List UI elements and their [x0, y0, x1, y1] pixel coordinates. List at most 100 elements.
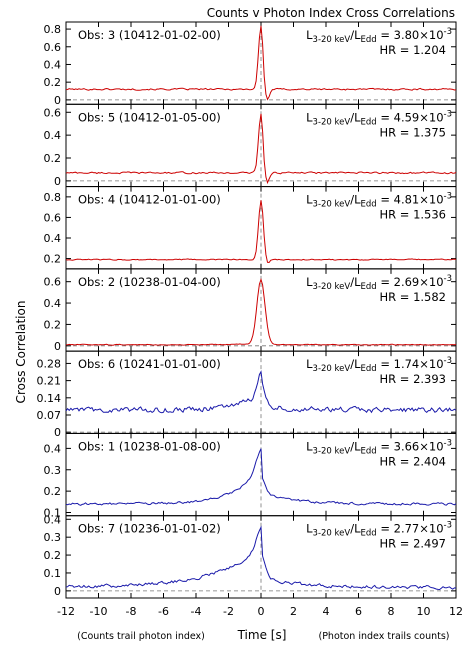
series-line [65, 370, 457, 414]
luminosity-text: = 1.74×10 [377, 357, 444, 371]
luminosity-text: /L [350, 110, 361, 124]
y-tick-label: 0.2 [44, 152, 62, 165]
luminosity-text: /L [350, 439, 361, 453]
y-tick-label: 0.3 [44, 531, 62, 544]
luminosity-sub: 3-20 keV [313, 364, 351, 374]
luminosity-text: L [306, 193, 313, 207]
luminosity-text: L [306, 110, 313, 124]
panel-7: 0 0.1 0.2 0.3 0.4 Obs: 7 (10236-01-01-02) L3-2… [44, 513, 457, 599]
y-tick-label: 0.8 [44, 23, 62, 36]
luminosity-sub: 3-20 keV [313, 117, 351, 127]
luminosity-text: /L [350, 357, 361, 371]
luminosity-sub: 3-20 keV [313, 200, 351, 210]
y-tick-label: 0.4 [44, 232, 62, 245]
x-tick-label: 8 [388, 605, 395, 618]
y-tick-label: 0.2 [44, 318, 62, 331]
series-line [65, 25, 457, 101]
series-line [65, 200, 457, 264]
obs-label: Obs: 3 (10412-01-02-00) [78, 28, 221, 42]
y-tick-label: 0 [54, 585, 61, 598]
obs-label: Obs: 2 (10238-01-04-00) [78, 275, 221, 289]
obs-label: Obs: 1 (10238-01-08-00) [78, 439, 221, 453]
y-tick-label: 0.14 [37, 392, 62, 405]
y-tick-label: 0.4 [44, 129, 62, 142]
y-tick-label: 0.6 [44, 41, 62, 54]
y-tick-label: 0.4 [44, 442, 62, 455]
luminosity-sup: -3 [444, 192, 452, 202]
hr-label: HR = 2.404 [379, 454, 446, 468]
luminosity-label: L3-20 keV/LEdd = 3.80×10-3 [306, 27, 452, 45]
hr-label: HR = 2.393 [379, 372, 446, 386]
y-tick-label: 0 [54, 340, 61, 353]
x-tick-label: 6 [355, 605, 362, 618]
y-tick-label: 0.2 [44, 549, 62, 562]
luminosity-text: /L [350, 28, 361, 42]
hr-label: HR = 2.497 [379, 537, 446, 551]
luminosity-text: L [306, 357, 313, 371]
x-tick-label: 12 [449, 605, 463, 618]
obs-label: Obs: 4 (10412-01-01-00) [78, 193, 221, 207]
luminosity-sub: Edd [361, 282, 377, 292]
panels: 00.20.40.60.8 Obs: 3 (10412-01-02-00) L3-2… [37, 21, 463, 618]
luminosity-label: L3-20 keV/LEdd = 4.59×10-3 [306, 109, 452, 127]
luminosity-text: = 3.80×10 [377, 28, 444, 42]
luminosity-sub: Edd [361, 446, 377, 456]
x-axis-note-right: (Photon index trails counts) [318, 631, 449, 642]
x-tick-label: 4 [323, 605, 330, 618]
luminosity-sup: -3 [444, 274, 452, 284]
x-tick-label: 10 [417, 605, 431, 618]
luminosity-label: L3-20 keV/LEdd = 1.74×10-3 [306, 356, 452, 374]
y-tick-label: 0.6 [44, 211, 62, 224]
y-tick-label: 0.4 [44, 513, 62, 526]
obs-label: Obs: 6 (10241-01-01-00) [78, 357, 221, 371]
luminosity-sub: Edd [361, 200, 377, 210]
y-tick-label: 0.2 [44, 485, 62, 498]
luminosity-sup: -3 [444, 356, 452, 366]
y-tick-label: 0.21 [37, 375, 62, 388]
panel-2: 0 0.2 0.4 0.6 Obs: 5 (10412-01-05-00) L3-20 k… [44, 103, 457, 188]
series-line [65, 113, 457, 185]
panel-5: 0 0.07 0.14 0.21 0.28 Obs: 6 (10241-01-01-00)… [37, 350, 457, 439]
y-tick-label: 0.07 [37, 409, 62, 422]
luminosity-sup: -3 [444, 521, 452, 531]
luminosity-sub: 3-20 keV [313, 529, 351, 539]
luminosity-text: L [306, 522, 313, 536]
x-tick-label: -12 [57, 605, 75, 618]
x-axis-label: Time [s] [237, 628, 287, 642]
x-axis-note-left: (Counts trail photon index) [77, 631, 205, 642]
x-tick-label: 2 [290, 605, 297, 618]
panel-6: 0.1 0.2 0.3 0.4 Obs: 1 (10238-01-08-00) L3-20… [44, 432, 457, 520]
luminosity-sup: -3 [444, 109, 452, 119]
y-tick-label: 0 [54, 94, 61, 107]
hr-label: HR = 1.582 [379, 290, 446, 304]
y-tick-label: 0 [54, 426, 61, 439]
luminosity-label: L3-20 keV/LEdd = 2.77×10-3 [306, 521, 452, 539]
y-tick-label: 0.28 [37, 357, 62, 370]
luminosity-text: = 2.69×10 [377, 275, 444, 289]
luminosity-sub: Edd [361, 364, 377, 374]
luminosity-text: = 3.66×10 [377, 439, 444, 453]
luminosity-label: L3-20 keV/LEdd = 2.69×10-3 [306, 274, 452, 292]
series-line [65, 448, 457, 506]
obs-label: Obs: 5 (10412-01-05-00) [78, 110, 221, 124]
series-line [65, 277, 457, 346]
y-tick-label: 0.4 [44, 297, 62, 310]
luminosity-sub: Edd [361, 35, 377, 45]
y-tick-label: 0.1 [44, 567, 62, 580]
luminosity-sup: -3 [444, 438, 452, 448]
x-tick-label: -4 [191, 605, 202, 618]
x-tick-label: -8 [126, 605, 137, 618]
luminosity-text: /L [350, 193, 361, 207]
chart-title: Counts v Photon Index Cross Correlations [207, 6, 455, 20]
y-tick-label: 0 [54, 175, 61, 188]
x-tick-label: 0 [258, 605, 265, 618]
x-tick-label: -2 [223, 605, 234, 618]
luminosity-text: = 4.81×10 [377, 193, 444, 207]
luminosity-text: = 4.59×10 [377, 110, 444, 124]
x-tick-label: -10 [90, 605, 108, 618]
luminosity-text: /L [350, 522, 361, 536]
y-tick-label: 0.6 [44, 276, 62, 289]
luminosity-sub: Edd [361, 529, 377, 539]
luminosity-text: L [306, 439, 313, 453]
luminosity-text: = 2.77×10 [377, 522, 444, 536]
